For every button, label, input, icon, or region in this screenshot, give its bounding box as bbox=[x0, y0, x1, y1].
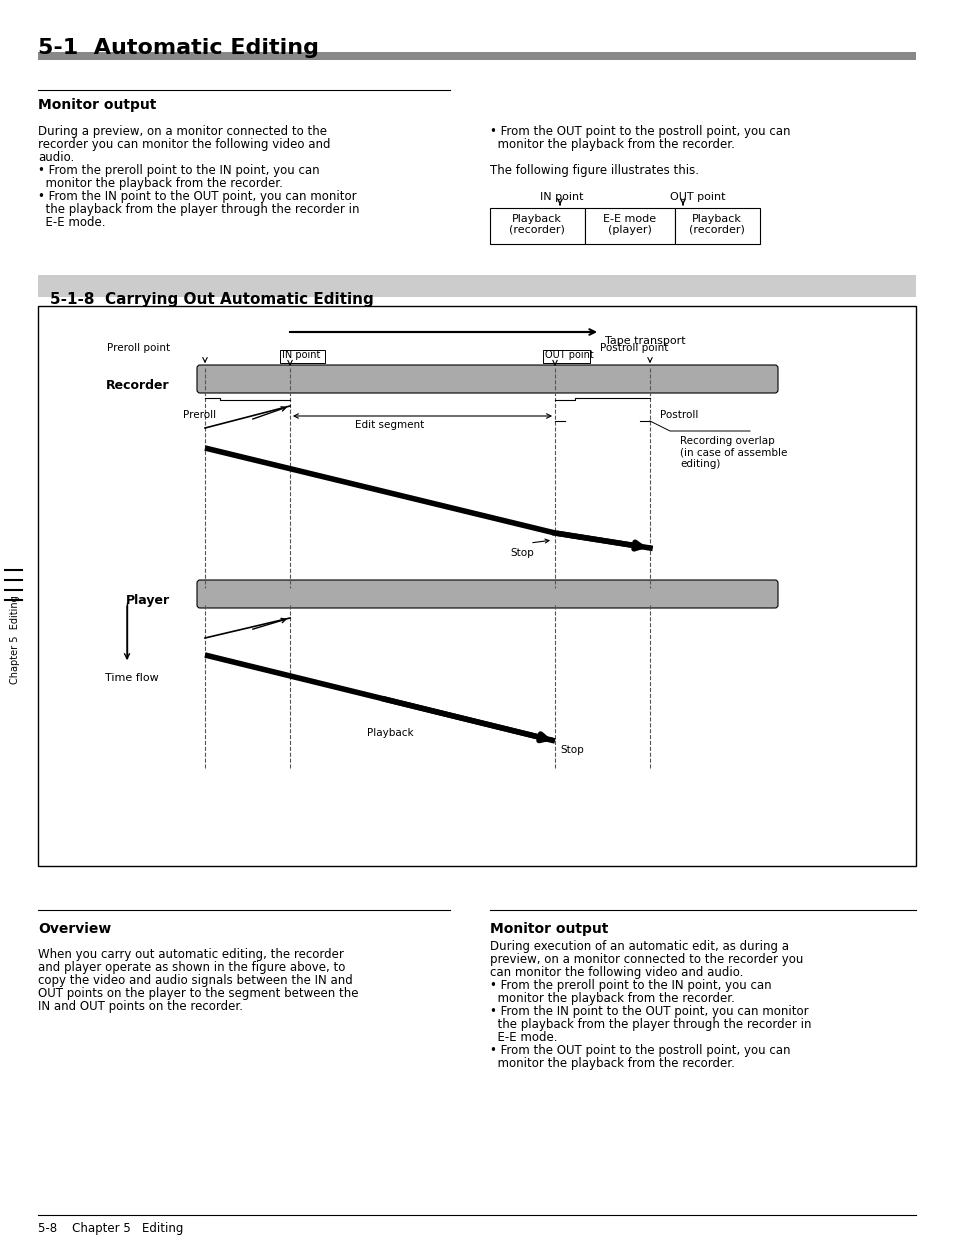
Text: (recorder): (recorder) bbox=[509, 225, 564, 235]
Bar bbox=[280, 350, 325, 363]
Text: E-E mode.: E-E mode. bbox=[490, 1031, 557, 1044]
FancyBboxPatch shape bbox=[196, 364, 778, 393]
Bar bbox=[584, 208, 675, 244]
Text: During execution of an automatic edit, as during a: During execution of an automatic edit, a… bbox=[490, 940, 788, 953]
Text: recorder you can monitor the following video and: recorder you can monitor the following v… bbox=[38, 138, 330, 151]
Text: Playback: Playback bbox=[366, 728, 413, 738]
FancyBboxPatch shape bbox=[196, 580, 778, 608]
Text: 5-8    Chapter 5   Editing: 5-8 Chapter 5 Editing bbox=[38, 1222, 183, 1235]
Text: copy the video and audio signals between the IN and: copy the video and audio signals between… bbox=[38, 974, 353, 986]
Text: E-E mode: E-E mode bbox=[603, 214, 656, 224]
Text: Playback: Playback bbox=[512, 214, 561, 224]
Text: OUT point: OUT point bbox=[669, 192, 724, 202]
Text: When you carry out automatic editing, the recorder: When you carry out automatic editing, th… bbox=[38, 948, 343, 962]
Text: The following figure illustrates this.: The following figure illustrates this. bbox=[490, 164, 699, 177]
Text: Preroll: Preroll bbox=[183, 411, 216, 420]
Text: • From the OUT point to the postroll point, you can: • From the OUT point to the postroll poi… bbox=[490, 1044, 790, 1057]
Text: • From the IN point to the OUT point, you can monitor: • From the IN point to the OUT point, yo… bbox=[490, 1005, 808, 1018]
Text: During a preview, on a monitor connected to the: During a preview, on a monitor connected… bbox=[38, 124, 327, 138]
Text: (player): (player) bbox=[607, 225, 651, 235]
Text: IN and OUT points on the recorder.: IN and OUT points on the recorder. bbox=[38, 1000, 243, 1013]
Text: • From the preroll point to the IN point, you can: • From the preroll point to the IN point… bbox=[38, 164, 319, 177]
Text: Stop: Stop bbox=[559, 745, 583, 755]
Text: Time flow: Time flow bbox=[105, 673, 158, 683]
Text: • From the OUT point to the postroll point, you can: • From the OUT point to the postroll poi… bbox=[490, 124, 790, 138]
Text: Edit segment: Edit segment bbox=[355, 420, 424, 430]
Bar bbox=[38, 275, 915, 297]
Bar bbox=[675, 208, 760, 244]
Text: OUT point: OUT point bbox=[544, 350, 593, 360]
Text: monitor the playback from the recorder.: monitor the playback from the recorder. bbox=[490, 1057, 734, 1070]
Text: E-E mode.: E-E mode. bbox=[38, 216, 106, 229]
Text: Monitor output: Monitor output bbox=[490, 922, 608, 935]
Text: monitor the playback from the recorder.: monitor the playback from the recorder. bbox=[490, 991, 734, 1005]
Text: preview, on a monitor connected to the recorder you: preview, on a monitor connected to the r… bbox=[490, 953, 802, 967]
Text: can monitor the following video and audio.: can monitor the following video and audi… bbox=[490, 967, 742, 979]
Text: 5-1  Automatic Editing: 5-1 Automatic Editing bbox=[38, 39, 318, 58]
Bar bbox=[490, 208, 584, 244]
Bar bbox=[38, 306, 915, 866]
Text: Stop: Stop bbox=[510, 549, 533, 559]
Text: Tape transport: Tape transport bbox=[604, 336, 685, 346]
Text: IN point: IN point bbox=[539, 192, 583, 202]
Text: • From the IN point to the OUT point, you can monitor: • From the IN point to the OUT point, yo… bbox=[38, 190, 356, 203]
Text: • From the preroll point to the IN point, you can: • From the preroll point to the IN point… bbox=[490, 979, 771, 991]
Text: monitor the playback from the recorder.: monitor the playback from the recorder. bbox=[38, 177, 283, 190]
Text: OUT points on the player to the segment between the: OUT points on the player to the segment … bbox=[38, 986, 358, 1000]
Text: IN point: IN point bbox=[282, 350, 320, 360]
Text: Player: Player bbox=[126, 593, 170, 607]
Text: Chapter 5  Editing: Chapter 5 Editing bbox=[10, 596, 20, 684]
Text: Overview: Overview bbox=[38, 922, 112, 935]
Bar bbox=[38, 52, 915, 60]
Text: the playback from the player through the recorder in: the playback from the player through the… bbox=[490, 1018, 811, 1031]
Text: Playback: Playback bbox=[691, 214, 741, 224]
Text: audio.: audio. bbox=[38, 151, 74, 164]
Text: monitor the playback from the recorder.: monitor the playback from the recorder. bbox=[490, 138, 734, 151]
Text: Monitor output: Monitor output bbox=[38, 98, 156, 112]
Text: and player operate as shown in the figure above, to: and player operate as shown in the figur… bbox=[38, 962, 345, 974]
Bar bbox=[542, 350, 589, 363]
Text: (recorder): (recorder) bbox=[688, 225, 744, 235]
Text: Postroll: Postroll bbox=[659, 411, 698, 420]
Text: the playback from the player through the recorder in: the playback from the player through the… bbox=[38, 203, 359, 216]
Text: Preroll point: Preroll point bbox=[107, 343, 170, 353]
Text: Recorder: Recorder bbox=[107, 379, 170, 392]
Text: 5-1-8  Carrying Out Automatic Editing: 5-1-8 Carrying Out Automatic Editing bbox=[50, 292, 374, 307]
Text: Postroll point: Postroll point bbox=[599, 343, 668, 353]
Text: Recording overlap
(in case of assemble
editing): Recording overlap (in case of assemble e… bbox=[679, 435, 786, 469]
